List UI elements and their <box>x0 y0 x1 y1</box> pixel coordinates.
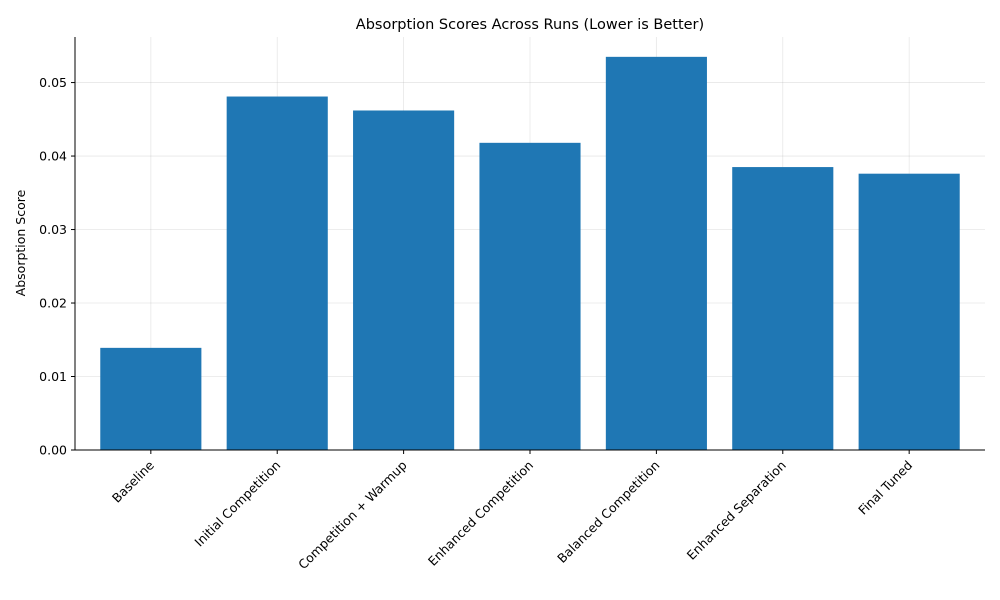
bar-6 <box>732 167 834 451</box>
bar-2 <box>226 96 328 451</box>
x-tick-label: Balanced Competition <box>554 458 662 566</box>
x-ticks: Baseline Initial Competition Competition +… <box>109 450 915 572</box>
bar-7 <box>858 173 960 450</box>
y-axis-label: Absorption Score <box>13 189 28 296</box>
x-tick-label: Enhanced Separation <box>684 458 789 563</box>
bar-1 <box>100 347 202 450</box>
x-tick-label: Initial Competition <box>191 458 283 550</box>
y-tick-label: 0.04 <box>39 149 67 164</box>
bar-3 <box>353 110 455 450</box>
bars-layer <box>100 56 960 451</box>
x-tick-label: Enhanced Competition <box>425 458 536 569</box>
y-ticks: 0.00 0.01 0.02 0.03 0.04 0.05 <box>39 75 75 458</box>
y-tick-label: 0.02 <box>39 296 67 311</box>
y-tick-label: 0.00 <box>39 443 67 458</box>
y-tick-label: 0.05 <box>39 75 67 90</box>
x-tick-label: Competition + Warmup <box>295 457 410 572</box>
x-tick-label: Final Tuned <box>855 458 915 518</box>
y-tick-label: 0.03 <box>39 222 67 237</box>
bar-5 <box>605 56 707 450</box>
bar-4 <box>479 142 581 450</box>
chart-title: Absorption Scores Across Runs (Lower is … <box>356 17 704 33</box>
y-tick-label: 0.01 <box>39 369 67 384</box>
x-tick-label: Baseline <box>109 457 157 505</box>
